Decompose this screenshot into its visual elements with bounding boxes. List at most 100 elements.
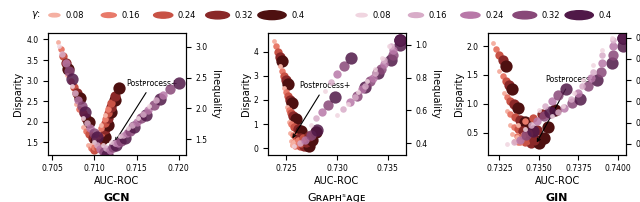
Point <box>66 80 76 83</box>
Point <box>378 56 388 60</box>
X-axis label: AUC-ROC: AUC-ROC <box>314 176 360 186</box>
Point <box>395 38 405 41</box>
Point <box>109 99 120 102</box>
Point <box>368 76 378 79</box>
Point <box>103 123 113 127</box>
Point <box>326 81 336 84</box>
Point <box>106 105 116 108</box>
Point <box>286 112 296 115</box>
Point <box>93 141 103 145</box>
Point <box>607 36 617 39</box>
Point <box>96 123 106 126</box>
Point <box>296 142 307 145</box>
Point <box>500 79 511 82</box>
Point <box>106 101 116 104</box>
Point <box>93 134 103 138</box>
Point <box>285 131 296 135</box>
Point <box>123 126 133 130</box>
Point <box>509 140 519 143</box>
Point <box>284 120 294 123</box>
Point <box>491 47 501 50</box>
Text: 0.16: 0.16 <box>429 11 447 20</box>
Point <box>291 135 301 138</box>
Point <box>618 36 628 39</box>
Text: 0.32: 0.32 <box>235 11 253 20</box>
Point <box>77 104 87 107</box>
Point <box>298 144 308 147</box>
Point <box>287 143 298 147</box>
Point <box>93 147 103 150</box>
Point <box>57 53 67 56</box>
Point <box>269 39 279 42</box>
Point <box>106 110 116 113</box>
Point <box>534 108 544 112</box>
Point <box>69 85 79 89</box>
Point <box>70 91 80 95</box>
Point <box>583 85 593 88</box>
Point <box>597 53 607 56</box>
Point <box>506 113 516 116</box>
Point <box>63 67 74 71</box>
Point <box>109 94 120 97</box>
Point <box>312 128 322 132</box>
Point <box>371 71 381 74</box>
Point <box>67 85 77 88</box>
Point <box>392 38 403 41</box>
Point <box>510 141 520 144</box>
Text: 0.08: 0.08 <box>372 11 391 20</box>
Text: Gʀᴀᴘʜˢᴀɡᴇ: Gʀᴀᴘʜˢᴀɡᴇ <box>308 193 366 202</box>
Point <box>291 144 301 147</box>
Text: 0.4: 0.4 <box>598 11 612 20</box>
Point <box>289 133 299 137</box>
Point <box>378 58 388 61</box>
Point <box>502 96 513 99</box>
Point <box>506 99 516 102</box>
Point <box>96 139 106 142</box>
Point <box>566 98 576 101</box>
Point <box>350 96 360 99</box>
Point <box>103 108 113 111</box>
Point <box>513 140 524 143</box>
Point <box>289 114 299 118</box>
Y-axis label: Inequality: Inequality <box>430 70 440 118</box>
Point <box>357 87 367 91</box>
Point <box>151 99 161 102</box>
Point <box>494 53 504 56</box>
Point <box>608 38 618 41</box>
Point <box>618 36 628 39</box>
Point <box>103 112 113 115</box>
Point <box>513 127 524 131</box>
Point <box>111 143 122 146</box>
Point <box>92 136 102 139</box>
Point <box>294 141 305 145</box>
Point <box>520 127 530 131</box>
Point <box>86 146 96 149</box>
Point <box>534 141 544 145</box>
Point <box>77 125 88 128</box>
Point <box>538 115 548 118</box>
Point <box>88 131 99 135</box>
Point <box>618 36 628 39</box>
Point <box>113 142 123 145</box>
Point <box>352 94 362 97</box>
Point <box>513 106 524 109</box>
Point <box>561 87 571 90</box>
Point <box>568 91 579 95</box>
Point <box>96 138 106 141</box>
Text: GIN: GIN <box>546 193 568 202</box>
Point <box>376 68 387 71</box>
Point <box>502 142 513 145</box>
Point <box>547 115 557 118</box>
Point <box>395 38 405 41</box>
Point <box>281 78 291 81</box>
Point <box>122 131 132 135</box>
Point <box>301 143 312 146</box>
Point <box>494 69 504 73</box>
Point <box>61 61 71 64</box>
Point <box>61 61 71 64</box>
Point <box>53 40 63 43</box>
Point <box>520 121 530 124</box>
Point <box>518 129 528 133</box>
Point <box>78 116 88 119</box>
Point <box>273 50 284 53</box>
